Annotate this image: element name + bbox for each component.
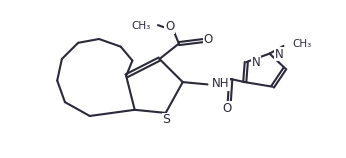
Text: NH: NH — [211, 77, 229, 90]
Text: S: S — [163, 113, 171, 126]
Text: O: O — [222, 102, 231, 115]
Text: CH₃: CH₃ — [293, 39, 312, 49]
Text: N: N — [252, 56, 261, 69]
Text: CH₃: CH₃ — [131, 21, 150, 31]
Text: O: O — [165, 20, 174, 33]
Text: O: O — [204, 33, 213, 46]
Text: N: N — [275, 48, 284, 61]
